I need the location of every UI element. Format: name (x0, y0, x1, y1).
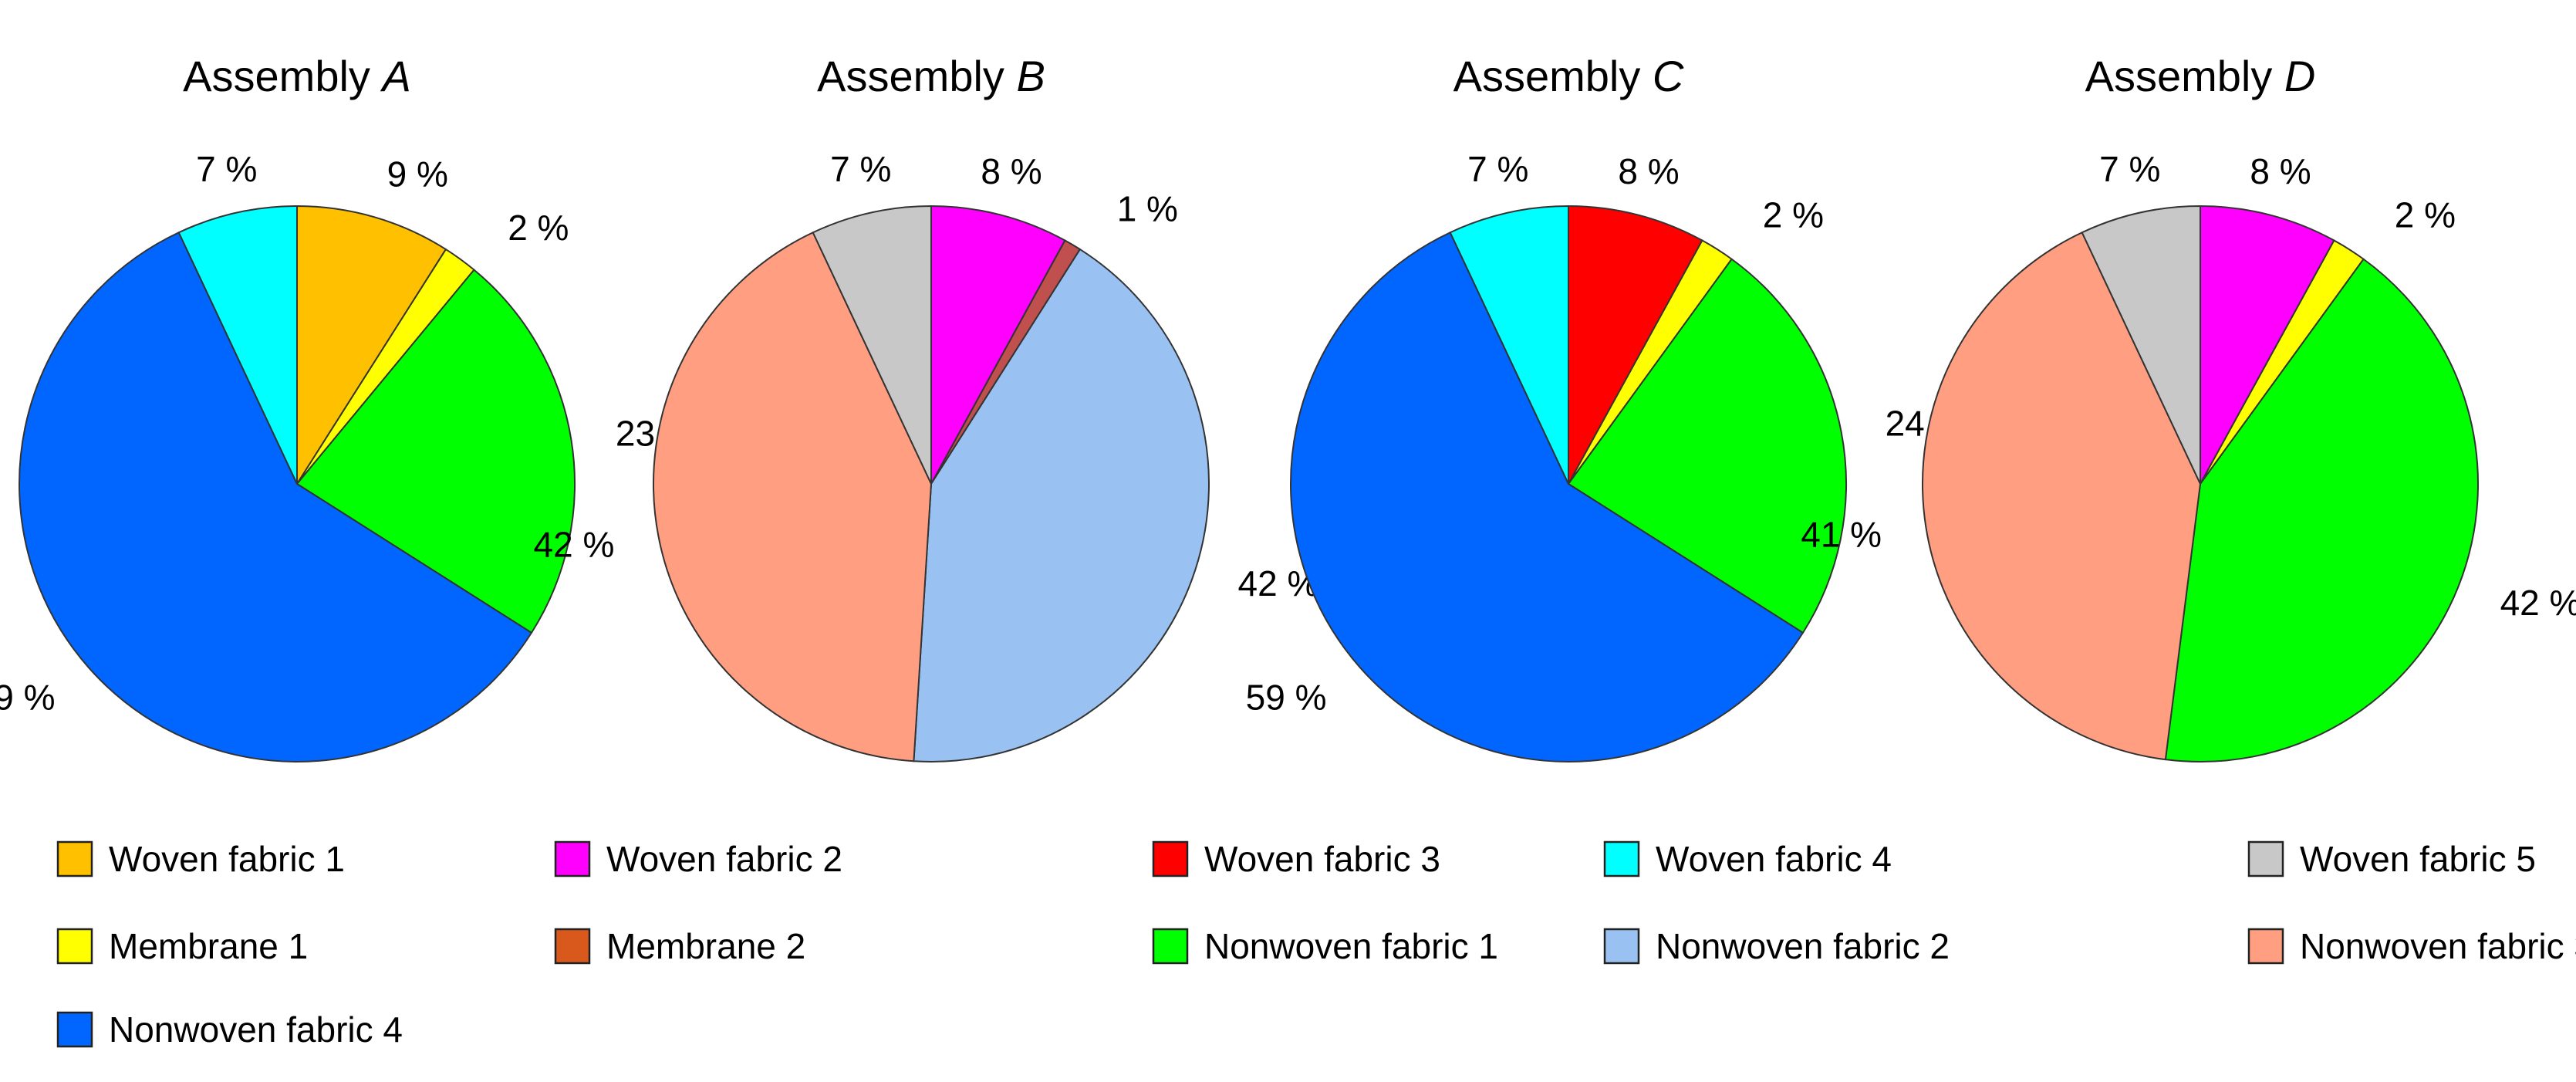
legend-swatch (2247, 928, 2284, 965)
legend-swatch (1152, 840, 1189, 877)
pie-chart-c: Assembly C8 %2 %24 %59 %7 % (1246, 52, 1966, 762)
pie-slice-woven-fabric-2 (930, 205, 1066, 485)
legend-item-nonwoven-fabric-4: Nonwoven fabric 4 (56, 1009, 403, 1050)
legend-swatch (1152, 928, 1189, 965)
pie-slice-woven-fabric-4 (1449, 205, 1569, 485)
pie-chart-b: Assembly B8 %1 %42 %42 %7 % (534, 52, 1318, 762)
legend-label: Woven fabric 5 (2300, 839, 2536, 879)
slice-label-woven-fabric-5: 7 % (830, 149, 891, 189)
legend-label: Nonwoven fabric 4 (109, 1009, 403, 1050)
pie-slice-nonwoven-fabric-4 (19, 231, 533, 762)
pie-slice-woven-fabric-3 (1568, 205, 1703, 485)
legend-swatch (1603, 928, 1640, 965)
pie-slice-woven-fabric-1 (296, 205, 447, 487)
legend: Woven fabric 1 Woven fabric 2 Woven fabric… (56, 839, 2576, 1050)
legend-swatch (56, 840, 93, 877)
pie-slice-nonwoven-fabric-4 (1290, 231, 1805, 762)
legend-item-woven-fabric-2: Woven fabric 2 (554, 839, 842, 879)
pie-slice-nonwoven-fabric-1 (295, 269, 576, 634)
chart-title: Assembly B (817, 52, 1045, 100)
legend-label: Woven fabric 2 (606, 839, 842, 879)
pie-slice-woven-fabric-2 (2200, 205, 2335, 485)
chart-title-letter: C (1653, 52, 1684, 100)
legend-item-membrane-1: Membrane 1 (56, 926, 308, 966)
slice-label-membrane-1: 2 % (1763, 194, 1824, 235)
slice-label-woven-fabric-2: 8 % (2250, 151, 2311, 191)
pie-slice-woven-fabric-4 (177, 205, 298, 485)
slice-label-membrane-2: 1 % (1117, 189, 1178, 229)
pie-slice-woven-fabric-5 (2081, 205, 2201, 485)
pie-slice-nonwoven-fabric-1 (1567, 258, 1847, 634)
legend-label: Woven fabric 4 (1656, 839, 1892, 879)
slice-label-woven-fabric-4: 7 % (196, 149, 257, 189)
legend-swatch (56, 928, 93, 965)
pie-slice-nonwoven-fabric-3 (1922, 231, 2202, 761)
legend-label: Nonwoven fabric 3 (2300, 926, 2576, 966)
slice-label-woven-fabric-2: 8 % (981, 151, 1042, 191)
slice-label-nonwoven-fabric-3: 41 % (1801, 514, 1882, 554)
chart-title-letter: A (380, 52, 410, 100)
chart-title-letter: B (1016, 52, 1045, 100)
legend-item-woven-fabric-1: Woven fabric 1 (56, 839, 345, 879)
pie-slice-nonwoven-fabric-2 (913, 248, 1210, 762)
legend-item-woven-fabric-3: Woven fabric 3 (1152, 839, 1440, 879)
legend-item-woven-fabric-5: Woven fabric 5 (2247, 839, 2536, 879)
pie-chart-d: Assembly D 8 % 2 % 42 % 41 % 7 % (1801, 52, 2576, 762)
legend-label: Membrane 1 (109, 926, 308, 966)
slice-label-woven-fabric-4: 7 % (1467, 149, 1528, 189)
slice-label-membrane-1: 2 % (2395, 194, 2456, 235)
legend-swatch (554, 928, 591, 965)
chart-title-prefix: Assembly (817, 52, 1016, 100)
legend-swatch (554, 840, 591, 877)
legend-label: Nonwoven fabric 1 (1204, 926, 1498, 966)
slice-label-membrane-1: 2 % (508, 208, 569, 248)
pie-chart-a: Assembly A9 %2 %23 %59 %7 % (0, 52, 697, 762)
chart-title-prefix: Assembly (1453, 52, 1653, 100)
legend-swatch (56, 1011, 93, 1048)
legend-item-woven-fabric-4: Woven fabric 4 (1603, 839, 1892, 879)
chart-title-letter: D (2284, 52, 2315, 100)
slice-label-nonwoven-fabric-3: 42 % (534, 524, 615, 564)
slice-label-nonwoven-fabric-1: 42 % (2500, 583, 2576, 623)
pie-slice-nonwoven-fabric-3 (653, 231, 933, 762)
chart-title: Assembly D (2085, 52, 2316, 100)
legend-item-nonwoven-fabric-2: Nonwoven fabric 2 (1603, 926, 1950, 966)
chart-title-prefix: Assembly (183, 52, 382, 100)
slice-label-woven-fabric-1: 9 % (387, 154, 448, 194)
legend-item-nonwoven-fabric-1: Nonwoven fabric 1 (1152, 926, 1498, 966)
pie-slice-woven-fabric-5 (812, 205, 932, 485)
chart-title: Assembly C (1453, 52, 1684, 100)
legend-label: Membrane 2 (606, 926, 805, 966)
legend-label: Nonwoven fabric 2 (1656, 926, 1950, 966)
slice-label-nonwoven-fabric-4: 59 % (1246, 677, 1327, 717)
legend-swatch (2247, 840, 2284, 877)
slice-label-woven-fabric-5: 7 % (2099, 149, 2160, 189)
slice-label-woven-fabric-3: 8 % (1618, 151, 1679, 191)
pie-slice-nonwoven-fabric-1 (2164, 258, 2479, 762)
legend-swatch (1603, 840, 1640, 877)
legend-item-membrane-2: Membrane 2 (554, 926, 805, 966)
legend-label: Woven fabric 3 (1204, 839, 1440, 879)
chart-title-prefix: Assembly (2085, 52, 2284, 100)
slice-label-nonwoven-fabric-4: 59 % (0, 677, 56, 717)
legend-item-nonwoven-fabric-3: Nonwoven fabric 3 (2247, 926, 2576, 966)
legend-label: Woven fabric 1 (109, 839, 345, 879)
chart-title: Assembly A (183, 52, 411, 100)
